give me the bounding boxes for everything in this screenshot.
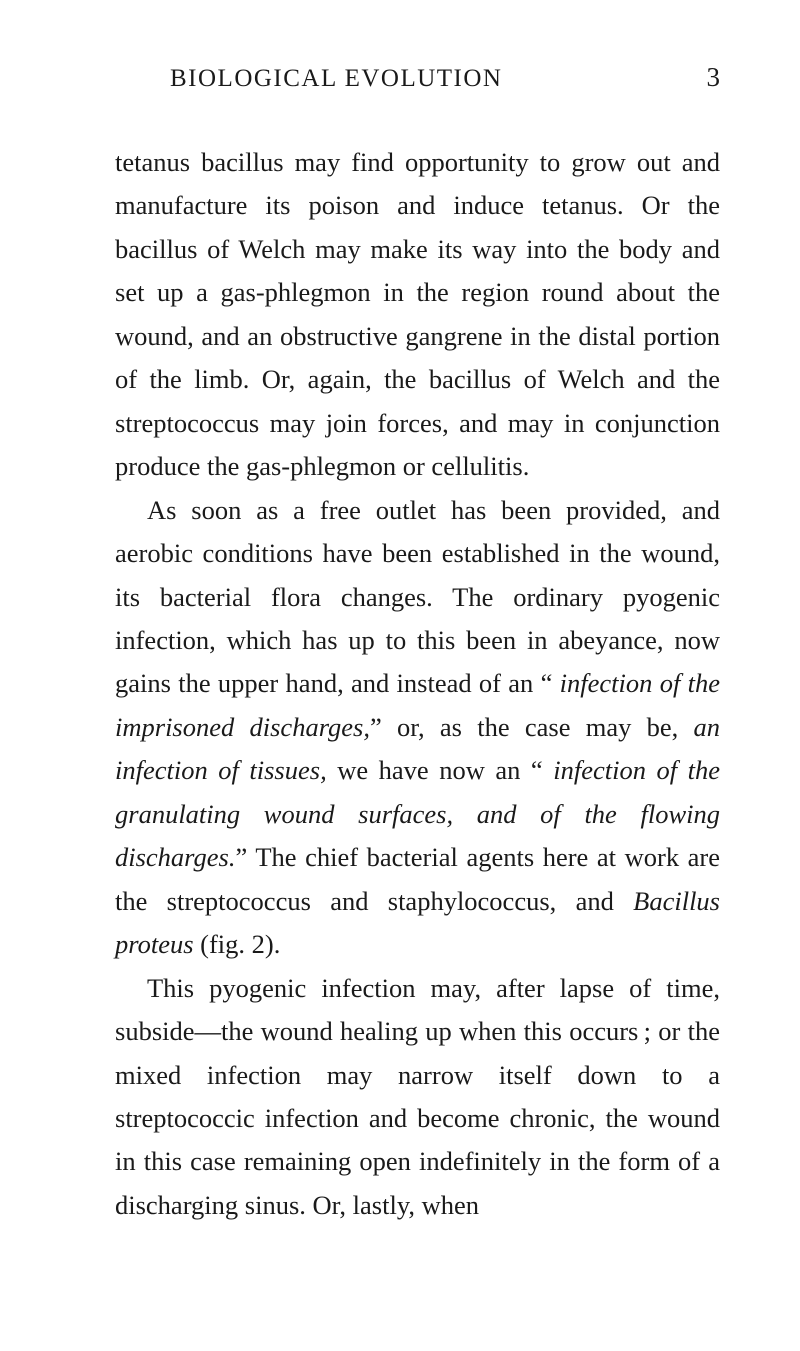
book-page: BIOLOGICAL EVOLUTION 3 tetanus bacillus … xyxy=(0,0,800,1287)
text-run: This pyogenic infection may, after lapse… xyxy=(115,973,720,1220)
page-header: BIOLOGICAL EVOLUTION 3 xyxy=(115,62,720,93)
body-text: tetanus bacillus may find opportunity to… xyxy=(115,141,720,1227)
text-run: tetanus bacillus may find opportunity to… xyxy=(115,147,720,481)
page-number: 3 xyxy=(707,62,721,93)
paragraph-2: As soon as a free outlet has been provid… xyxy=(115,489,720,967)
text-run: we have now an “ xyxy=(327,755,554,785)
running-title: BIOLOGICAL EVOLUTION xyxy=(170,65,503,93)
paragraph-3: This pyogenic infection may, after lapse… xyxy=(115,967,720,1228)
text-run: (fig. 2). xyxy=(194,929,281,959)
text-run: ” or, as the case may be, xyxy=(370,712,694,742)
paragraph-1: tetanus bacillus may find opportunity to… xyxy=(115,141,720,489)
